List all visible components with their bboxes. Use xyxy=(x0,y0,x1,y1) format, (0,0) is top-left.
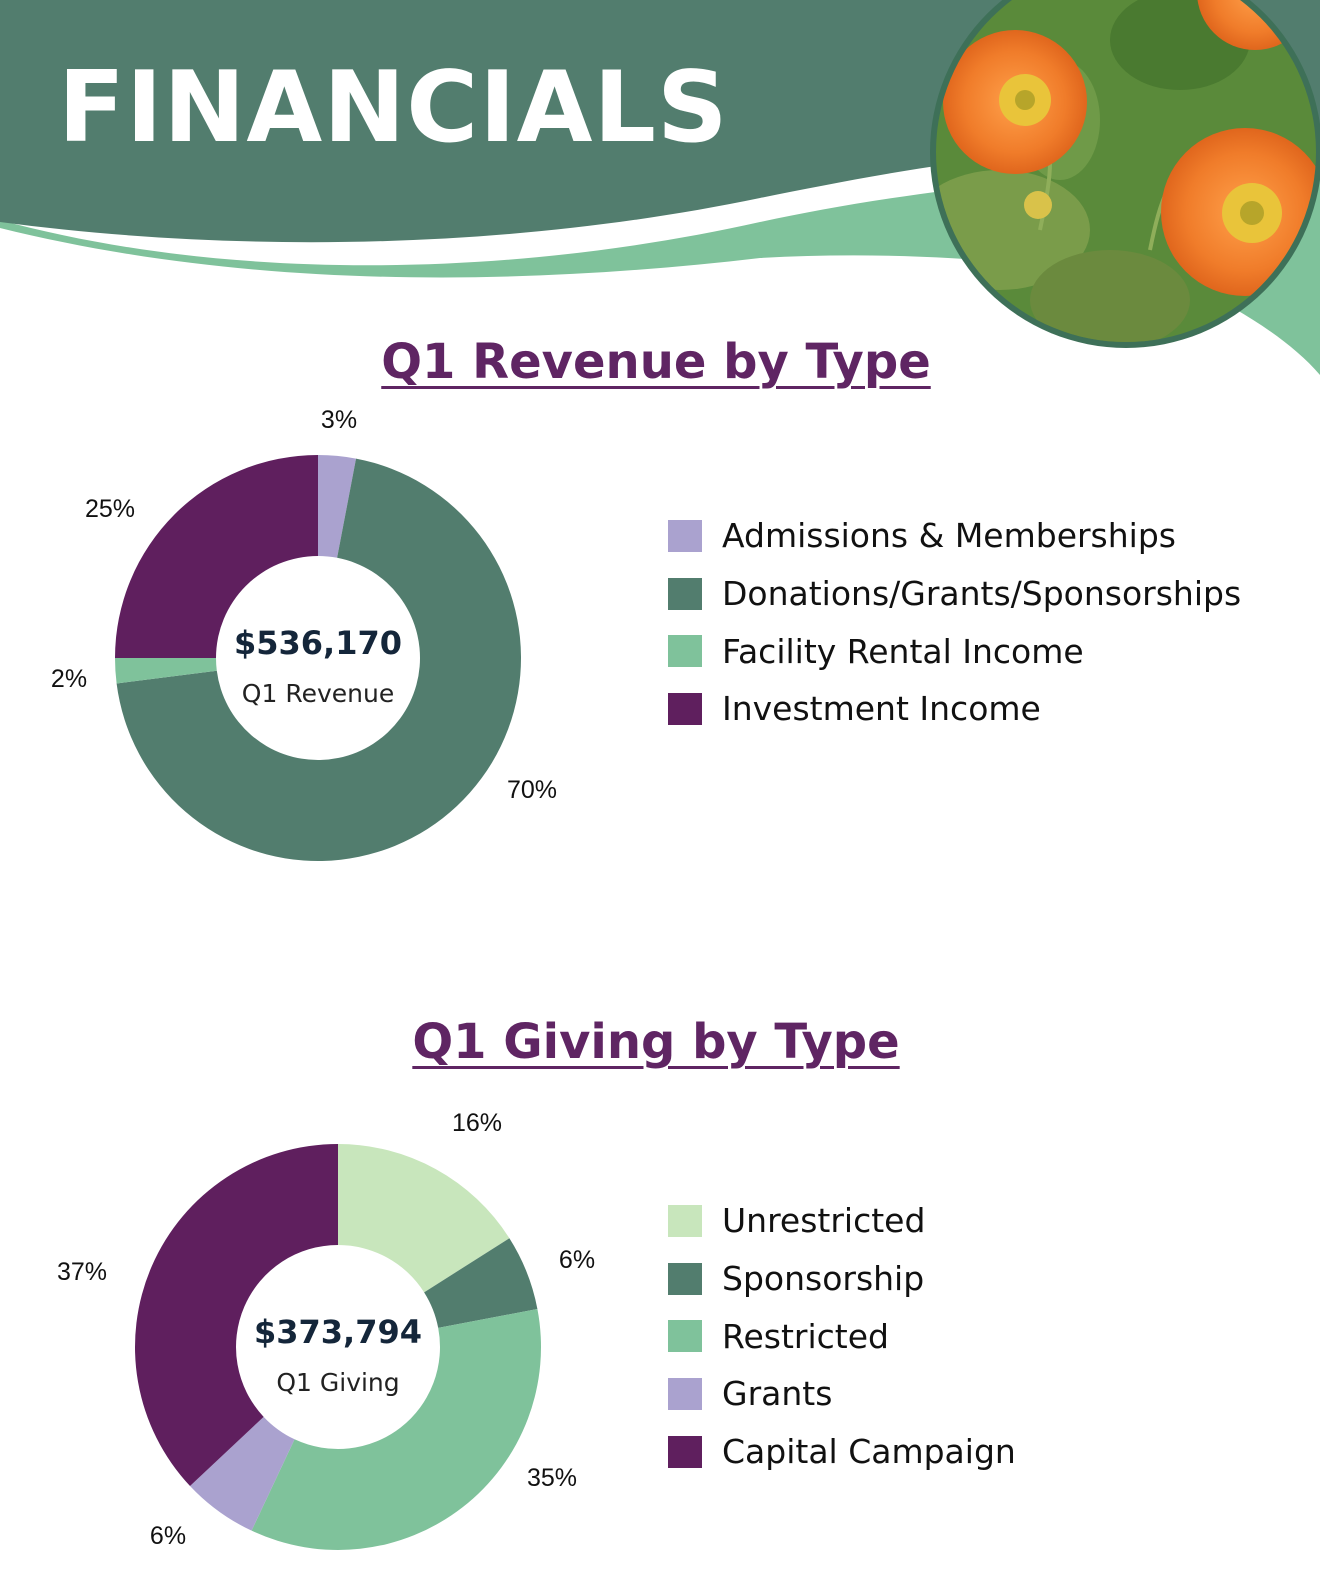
pct-label-sponsorship: 6% xyxy=(559,1246,595,1274)
legend-label: Admissions & Memberships xyxy=(722,516,1176,556)
center-total-value: $536,170 xyxy=(234,624,402,662)
pct-label-admissions-memberships: 3% xyxy=(321,406,357,434)
giving-legend: Unrestricted Sponsorship Restricted Grants C… xyxy=(668,1192,1016,1480)
slice-sponsorship xyxy=(424,1238,538,1328)
legend-item-restricted: Restricted xyxy=(668,1307,1016,1365)
legend-item-investment-income: Investment Income xyxy=(668,680,1241,738)
center-total-caption: Q1 Revenue xyxy=(242,679,394,708)
slice-capital-campaign xyxy=(134,1144,338,1486)
legend-swatch xyxy=(668,1262,702,1295)
slice-grants xyxy=(190,1416,295,1531)
slice-facility-rental-income xyxy=(115,658,217,684)
revenue-legend: Admissions & Memberships Donations/Grants… xyxy=(668,507,1241,738)
slice-restricted xyxy=(251,1308,541,1550)
legend-swatch xyxy=(668,1435,702,1468)
giving-chart-title: Q1 Giving by Type xyxy=(412,1014,900,1070)
legend-label: Unrestricted xyxy=(722,1201,926,1241)
legend-label: Restricted xyxy=(722,1316,889,1356)
slice-donations-grants-sponsorships xyxy=(116,458,522,861)
legend-swatch xyxy=(668,519,702,552)
legend-item-admissions-memberships: Admissions & Memberships xyxy=(668,507,1241,565)
legend-swatch xyxy=(668,692,702,725)
legend-swatch xyxy=(668,1204,702,1237)
poppy-photo xyxy=(930,0,1320,348)
legend-label: Investment Income xyxy=(722,689,1041,729)
revenue-donut-chart: 3% 70% 2% 25% $536,170 Q1 Revenue xyxy=(51,406,557,861)
slice-investment-income xyxy=(115,455,318,658)
legend-swatch xyxy=(668,1320,702,1353)
legend-item-facility-rental-income: Facility Rental Income xyxy=(668,622,1241,680)
pct-label-capital-campaign: 37% xyxy=(57,1258,107,1286)
legend-item-sponsorship: Sponsorship xyxy=(668,1250,1016,1308)
center-total-caption: Q1 Giving xyxy=(276,1368,399,1397)
giving-donut-chart: 16% 6% 35% 6% 37% $373,794 Q1 Giving xyxy=(57,1109,595,1550)
legend-item-donations-grants-sponsorships: Donations/Grants/Sponsorships xyxy=(668,565,1241,623)
legend-label: Sponsorship xyxy=(722,1259,925,1299)
pct-label-grants: 6% xyxy=(150,1522,186,1550)
legend-item-unrestricted: Unrestricted xyxy=(668,1192,1016,1250)
pct-label-restricted: 35% xyxy=(527,1464,577,1492)
revenue-chart-title: Q1 Revenue by Type xyxy=(381,334,931,390)
page-title: FINANCIALS xyxy=(58,51,729,165)
legend-swatch xyxy=(668,635,702,668)
pct-label-investment-income: 25% xyxy=(85,495,135,523)
pct-label-unrestricted: 16% xyxy=(452,1109,502,1137)
legend-swatch xyxy=(668,577,702,610)
legend-label: Grants xyxy=(722,1374,833,1414)
pct-label-donations-grants-sponsorships: 70% xyxy=(507,776,557,804)
legend-label: Capital Campaign xyxy=(722,1432,1016,1472)
legend-item-grants: Grants xyxy=(668,1365,1016,1423)
center-total-value: $373,794 xyxy=(254,1313,422,1351)
legend-label: Facility Rental Income xyxy=(722,631,1084,671)
legend-item-capital-campaign: Capital Campaign xyxy=(668,1423,1016,1481)
legend-label: Donations/Grants/Sponsorships xyxy=(722,574,1242,614)
pct-label-facility-rental-income: 2% xyxy=(51,665,87,693)
legend-swatch xyxy=(668,1377,702,1410)
header-banner xyxy=(0,0,1320,375)
slice-unrestricted xyxy=(338,1144,510,1293)
slice-admissions-memberships xyxy=(318,455,357,558)
